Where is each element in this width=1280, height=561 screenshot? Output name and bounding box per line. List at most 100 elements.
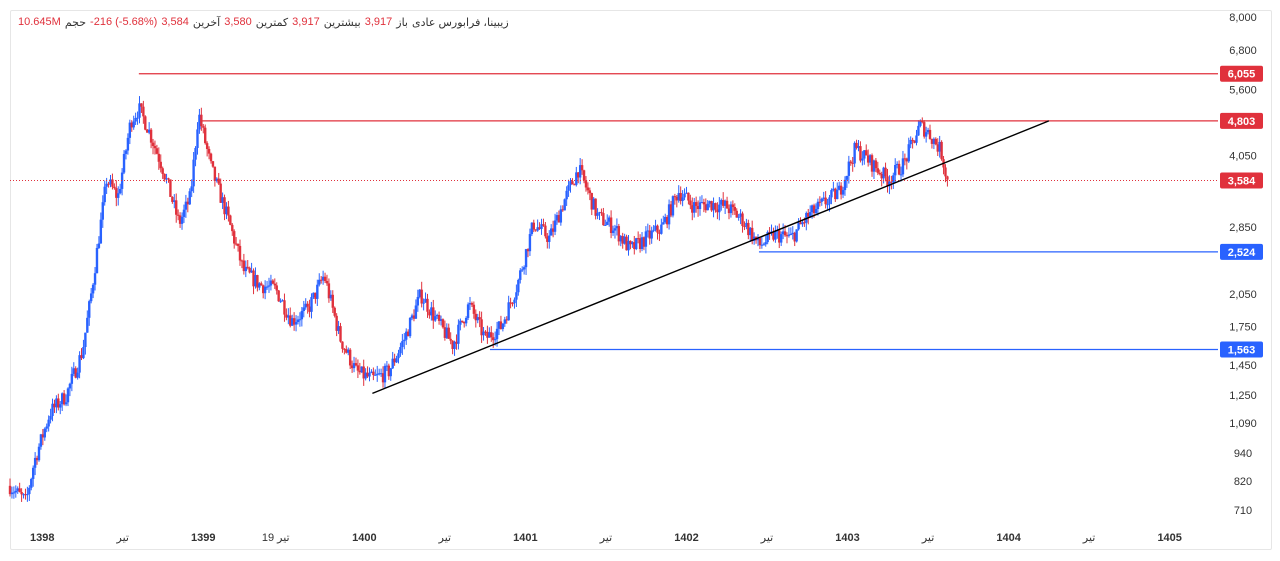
candle-body bbox=[497, 321, 501, 329]
candle-body bbox=[555, 215, 559, 221]
candle-body bbox=[478, 317, 481, 320]
candle-body bbox=[271, 280, 275, 284]
candle-body bbox=[103, 186, 106, 203]
candle-body bbox=[132, 121, 135, 128]
candle-body bbox=[528, 234, 532, 252]
candle-body bbox=[327, 283, 331, 299]
candle-body bbox=[691, 205, 694, 213]
candle-body bbox=[882, 167, 885, 179]
candle-body bbox=[584, 180, 588, 188]
candle-body bbox=[28, 487, 31, 495]
candle-body bbox=[590, 193, 593, 210]
candle-body bbox=[231, 224, 234, 232]
x-tick-label: 1401 bbox=[513, 532, 537, 544]
candle-body bbox=[205, 143, 209, 149]
candle-body bbox=[793, 232, 796, 242]
candle-body bbox=[810, 205, 814, 213]
candle-body bbox=[872, 160, 876, 172]
candle-body bbox=[202, 126, 205, 128]
candle-body bbox=[113, 186, 116, 189]
candle-body bbox=[186, 201, 190, 205]
open-label: باز bbox=[396, 17, 408, 29]
candle-body bbox=[115, 188, 118, 198]
candle-body bbox=[633, 242, 636, 250]
candle-body bbox=[155, 148, 159, 154]
candle-body bbox=[671, 196, 675, 216]
candle-body bbox=[669, 204, 673, 216]
candle-body bbox=[540, 224, 543, 229]
candle-body bbox=[300, 311, 304, 320]
candle-body bbox=[101, 202, 104, 220]
candle-body bbox=[236, 243, 240, 246]
candle-body bbox=[824, 197, 827, 205]
candle-body bbox=[20, 491, 23, 495]
candle-body bbox=[22, 494, 25, 496]
candle-body bbox=[451, 340, 454, 349]
y-tick-label: 2,850 bbox=[1229, 222, 1257, 234]
candle-body bbox=[890, 181, 893, 183]
candle-body bbox=[513, 299, 516, 304]
candle-body bbox=[47, 419, 50, 427]
close-value: 3,584 bbox=[161, 16, 189, 28]
candle-body bbox=[196, 129, 199, 149]
candle-body bbox=[600, 212, 603, 214]
candle-body bbox=[453, 341, 456, 349]
candle-body bbox=[463, 321, 466, 324]
candle-body bbox=[611, 230, 615, 234]
candle-body bbox=[596, 213, 599, 216]
candle-body bbox=[667, 204, 671, 225]
candle-body bbox=[549, 228, 553, 236]
candle-body bbox=[95, 247, 99, 274]
candle-body bbox=[24, 494, 27, 496]
y-tick-label: 8,000 bbox=[1229, 12, 1257, 24]
candle-body bbox=[455, 341, 458, 344]
candle-body bbox=[677, 193, 680, 201]
candle-body bbox=[696, 205, 700, 210]
candle-body bbox=[739, 213, 742, 217]
y-tick-label: 1,250 bbox=[1229, 390, 1257, 402]
candle-body bbox=[801, 222, 804, 225]
x-tick-label: 1403 bbox=[835, 532, 859, 544]
candle-body bbox=[538, 227, 541, 229]
candle-body bbox=[358, 370, 362, 373]
candle-body bbox=[764, 242, 767, 245]
candle-body bbox=[260, 283, 263, 286]
y-tick-label: 4,050 bbox=[1229, 151, 1257, 163]
symbol-name: زیبینا، فرابورس عادی bbox=[412, 17, 509, 29]
candle-body bbox=[269, 280, 273, 286]
candle-body bbox=[486, 331, 489, 338]
candle-body bbox=[689, 200, 692, 206]
candle-body bbox=[892, 175, 895, 183]
candle-body bbox=[708, 201, 711, 204]
support-level-badge bbox=[1220, 243, 1263, 260]
candle-body bbox=[316, 284, 319, 299]
candle-body bbox=[99, 219, 103, 244]
candle-body bbox=[789, 233, 793, 235]
candle-body bbox=[758, 237, 762, 246]
candle-body bbox=[146, 129, 149, 133]
candle-body bbox=[851, 162, 854, 164]
candle-body bbox=[217, 178, 220, 184]
candle-body bbox=[161, 168, 164, 174]
candle-body bbox=[745, 222, 748, 227]
candle-body bbox=[424, 298, 427, 303]
candle-body bbox=[227, 206, 230, 216]
candle-body bbox=[449, 338, 452, 341]
candle-body bbox=[897, 163, 901, 175]
candle-body bbox=[283, 300, 286, 315]
x-tick-label: 1402 bbox=[674, 532, 698, 544]
x-tick-label: تیر bbox=[599, 532, 612, 544]
candle-body bbox=[350, 365, 354, 369]
candle-body bbox=[718, 204, 721, 213]
candle-body bbox=[625, 236, 628, 251]
candle-body bbox=[314, 292, 317, 299]
candle-body bbox=[176, 214, 180, 216]
candle-body bbox=[778, 230, 781, 243]
candle-body bbox=[936, 144, 939, 152]
candle-body bbox=[335, 315, 338, 331]
candle-body bbox=[785, 235, 789, 237]
candle-body bbox=[312, 292, 315, 298]
support-level-label: 2,524 bbox=[1228, 247, 1256, 259]
candle-body bbox=[934, 138, 938, 145]
